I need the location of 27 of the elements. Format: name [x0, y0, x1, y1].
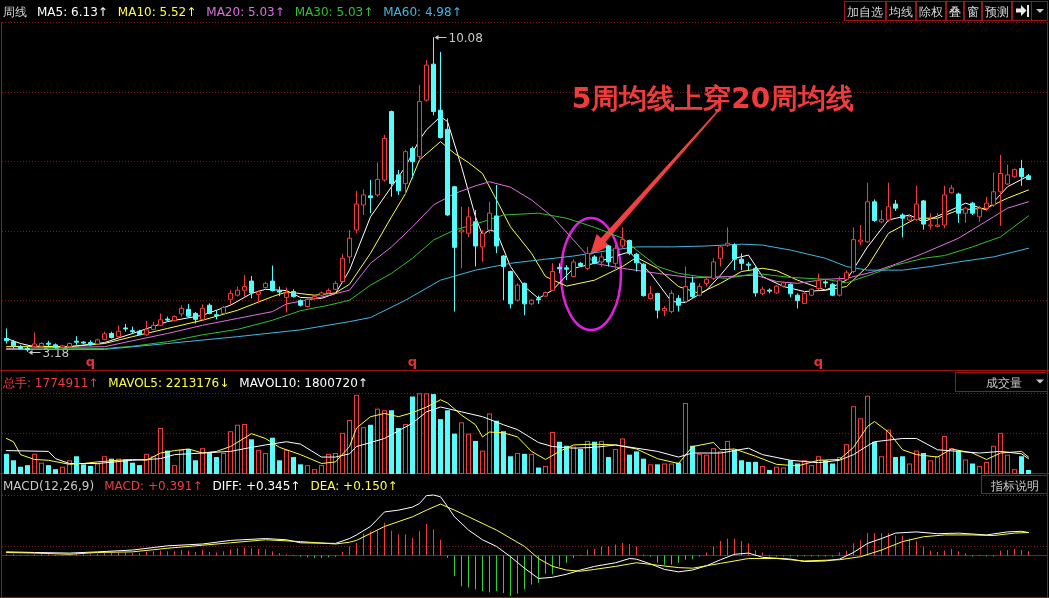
chart-title: MACD(12,26,9) [3, 478, 95, 493]
annotation: 5周均线上穿20周均线 [571, 82, 855, 115]
x-tick-label: q [85, 354, 96, 369]
text: MA5: 6.13↑ [37, 4, 108, 19]
x-tick-label: q [407, 354, 418, 369]
text: 预测 [985, 4, 1009, 19]
text: 加自选 [847, 4, 883, 19]
text: 均线 [888, 4, 913, 19]
text: 叠 [949, 4, 961, 19]
x-tick-label: q [813, 354, 824, 369]
chart-subtitle: MACD: +0.391↑ [104, 478, 203, 493]
text: 指标说明 [989, 478, 1039, 493]
text: 窗 [967, 4, 979, 19]
annotation: 3.18 [42, 345, 70, 360]
text: MA20: 5.03↑ [206, 4, 285, 19]
text: 成交量 [986, 375, 1022, 390]
annotation: 10.08 [448, 30, 483, 45]
text: MA30: 5.03↑ [294, 4, 374, 19]
text: MA10: 5.52↑ [117, 4, 197, 19]
text: DIFF: +0.345↑ [212, 478, 301, 493]
chart-title: 总手: 1774911↑ [2, 375, 99, 390]
text: MAVOL5: 2213176↓ [108, 375, 230, 390]
chart-title: 周线 [3, 4, 27, 19]
text: DEA: +0.150↑ [310, 478, 398, 493]
text: MAVOL10: 1800720↑ [239, 375, 368, 390]
text: MA60: 4.98↑ [383, 4, 462, 19]
text: 除权 [919, 4, 943, 19]
